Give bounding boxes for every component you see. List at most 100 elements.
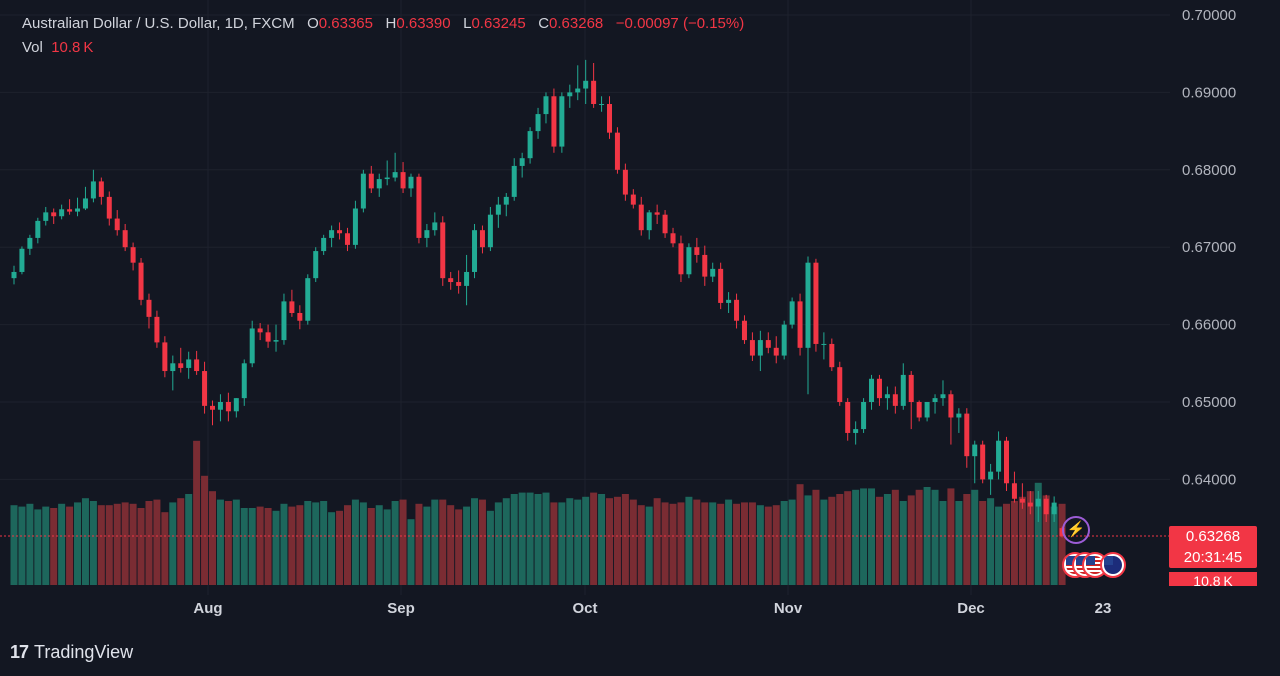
candle-body — [337, 230, 343, 234]
candle-body — [289, 301, 295, 313]
candle-body — [98, 181, 104, 197]
volume-bar — [34, 509, 42, 585]
volume-bar — [574, 499, 582, 585]
legend-low-value: 0.63245 — [471, 15, 526, 32]
candle-body — [1035, 498, 1041, 507]
candle-body — [757, 340, 763, 356]
volume-bar — [486, 510, 494, 585]
candle-body — [202, 371, 208, 406]
legend-close-value: 0.63268 — [549, 15, 604, 32]
legend-volume-row: Vol 10.8 K — [22, 38, 744, 58]
volume-bar — [1018, 496, 1026, 585]
volume-bar — [828, 496, 836, 585]
price-tick-label: 0.68000 — [1182, 162, 1236, 179]
volume-bar — [66, 506, 74, 585]
economic-events[interactable] — [1062, 552, 1132, 584]
volume-bar — [693, 499, 701, 585]
volume-bar — [883, 494, 891, 585]
volume-bar — [153, 499, 161, 585]
candle-body — [551, 96, 557, 147]
volume-bar — [439, 499, 447, 585]
chart-legend: Australian Dollar / U.S. Dollar, 1D, FXC… — [22, 14, 744, 58]
volume-bar — [97, 505, 105, 585]
candle-body — [503, 196, 509, 205]
candle-body — [273, 340, 279, 342]
candle-body — [75, 208, 81, 212]
candle-body — [861, 402, 867, 430]
candle-body — [670, 233, 676, 244]
volume-bar — [375, 505, 383, 585]
volume-bar — [296, 505, 304, 585]
volume-bar — [637, 505, 645, 585]
candle-body — [956, 413, 962, 418]
candle-body — [265, 332, 271, 342]
volume-bar — [320, 501, 328, 585]
volume-bar — [979, 501, 987, 585]
candle-body — [614, 132, 620, 170]
au-flag-icon[interactable] — [1100, 552, 1126, 578]
volume-bar — [645, 506, 653, 585]
volume-bar — [10, 505, 18, 585]
legend-ohlc-row: Australian Dollar / U.S. Dollar, 1D, FXC… — [22, 14, 744, 34]
candle-body — [35, 220, 41, 238]
candle-body — [829, 343, 835, 368]
volume-bar — [836, 494, 844, 585]
candle-body — [43, 212, 49, 221]
candle-body — [869, 378, 875, 402]
volume-bar — [137, 508, 145, 585]
candle-body — [90, 181, 96, 199]
candle-body — [1004, 440, 1009, 484]
volume-bar — [796, 484, 804, 585]
candle-body — [789, 301, 795, 325]
tradingview-brand[interactable]: 17 TradingView — [10, 642, 133, 663]
volume-bar — [26, 503, 34, 585]
candle-body — [424, 230, 430, 238]
candle-body — [622, 169, 628, 195]
candle-body — [765, 340, 771, 348]
volume-bar — [756, 505, 764, 585]
candle-body — [194, 359, 200, 372]
candle-body — [456, 282, 462, 286]
candle-body — [472, 230, 478, 272]
volume-bars — [10, 440, 1066, 585]
volume-bar — [621, 494, 629, 585]
candle-body — [892, 394, 898, 406]
candle-body — [948, 394, 954, 418]
volume-bar — [685, 496, 693, 585]
volume-bar — [899, 501, 907, 585]
volume-bar — [629, 499, 637, 585]
volume-bar — [995, 506, 1003, 585]
candle-body — [916, 402, 922, 418]
grid-lines — [0, 0, 1170, 595]
volume-bar — [558, 502, 566, 585]
legend-symbol[interactable]: Australian Dollar / U.S. Dollar, 1D, FXC… — [22, 15, 295, 32]
candle-body — [1051, 502, 1057, 515]
volume-bar — [987, 498, 995, 585]
candle-body — [400, 172, 406, 189]
candle-body — [313, 251, 319, 279]
bar-countdown: 20:31:45 — [1183, 549, 1243, 566]
volume-bar — [74, 502, 82, 585]
volume-bar — [955, 501, 963, 585]
volume-bar — [113, 503, 121, 585]
volume-bar — [232, 499, 240, 585]
candle-body — [241, 363, 247, 399]
candle-body — [344, 233, 350, 245]
price-scale-area[interactable] — [1170, 0, 1280, 626]
volume-bar — [328, 512, 336, 585]
legend-open-label: O — [307, 15, 319, 32]
volume-bar — [1034, 482, 1042, 585]
tradingview-logo-icon: 17 — [10, 642, 29, 662]
candle-body — [853, 429, 859, 433]
volume-bar — [256, 506, 264, 585]
last-price-badge: 0.63268 20:31:45 — [1169, 526, 1257, 568]
candle-body — [718, 268, 724, 303]
lightning-icon[interactable]: ⚡ — [1062, 516, 1090, 544]
candle-body — [392, 172, 398, 178]
legend-vol-label[interactable]: Vol — [22, 39, 43, 56]
candle-body — [876, 378, 882, 399]
volume-bar — [653, 498, 661, 585]
volume-bar — [42, 506, 50, 585]
time-tick-label: Nov — [774, 600, 803, 617]
